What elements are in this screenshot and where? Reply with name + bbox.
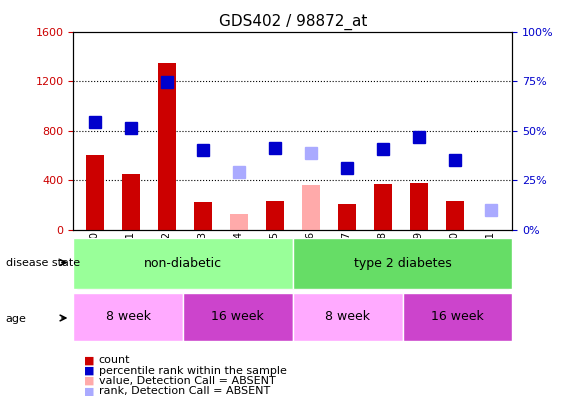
Text: 16 week: 16 week <box>431 310 484 323</box>
FancyBboxPatch shape <box>473 265 509 289</box>
Text: count: count <box>99 355 130 366</box>
Bar <box>410 183 428 230</box>
Bar <box>446 201 464 230</box>
Text: ■: ■ <box>84 355 95 366</box>
FancyBboxPatch shape <box>257 265 293 289</box>
FancyBboxPatch shape <box>293 238 512 289</box>
FancyBboxPatch shape <box>183 293 293 341</box>
FancyBboxPatch shape <box>437 265 473 289</box>
FancyBboxPatch shape <box>221 265 257 289</box>
FancyBboxPatch shape <box>365 265 401 289</box>
Text: percentile rank within the sample: percentile rank within the sample <box>99 366 287 376</box>
FancyBboxPatch shape <box>293 265 329 289</box>
Text: 16 week: 16 week <box>212 310 264 323</box>
FancyBboxPatch shape <box>329 265 365 289</box>
FancyBboxPatch shape <box>293 293 403 341</box>
Text: disease state: disease state <box>6 258 80 268</box>
Bar <box>230 213 248 230</box>
Bar <box>266 201 284 230</box>
Bar <box>338 204 356 230</box>
Bar <box>194 202 212 230</box>
Bar <box>158 63 176 230</box>
Text: ■: ■ <box>84 376 95 386</box>
FancyBboxPatch shape <box>401 265 437 289</box>
FancyBboxPatch shape <box>149 265 185 289</box>
FancyBboxPatch shape <box>113 265 149 289</box>
FancyBboxPatch shape <box>185 265 221 289</box>
FancyBboxPatch shape <box>77 265 113 289</box>
Title: GDS402 / 98872_at: GDS402 / 98872_at <box>218 14 367 30</box>
FancyBboxPatch shape <box>403 293 512 341</box>
Text: non-diabetic: non-diabetic <box>144 257 222 270</box>
Text: ■: ■ <box>84 386 95 396</box>
Text: 8 week: 8 week <box>106 310 150 323</box>
Text: age: age <box>6 314 26 324</box>
Bar <box>302 185 320 230</box>
FancyBboxPatch shape <box>73 293 183 341</box>
Text: 8 week: 8 week <box>325 310 370 323</box>
Text: type 2 diabetes: type 2 diabetes <box>354 257 452 270</box>
FancyBboxPatch shape <box>73 238 293 289</box>
Text: rank, Detection Call = ABSENT: rank, Detection Call = ABSENT <box>99 386 270 396</box>
Bar <box>482 230 500 232</box>
Bar <box>86 155 104 230</box>
Bar <box>122 174 140 230</box>
Bar <box>374 184 392 230</box>
Text: value, Detection Call = ABSENT: value, Detection Call = ABSENT <box>99 376 275 386</box>
Text: ■: ■ <box>84 366 95 376</box>
